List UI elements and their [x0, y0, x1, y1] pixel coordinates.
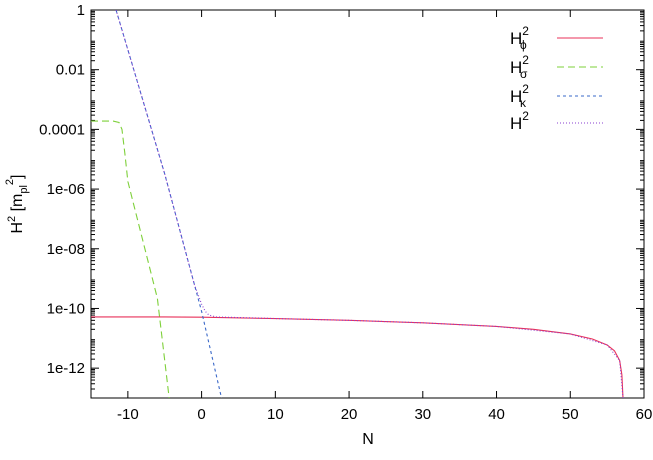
y-axis: 1 0.01 0.0001 1e-06 1e-08 1e-10 1e-12 — [39, 2, 644, 390]
series-layer — [91, 10, 624, 398]
x-tick-label: 10 — [267, 406, 284, 423]
x-tick-label: 0 — [197, 406, 205, 423]
y-tick-label: 1 — [77, 2, 85, 19]
y-tick-label: 1e-12 — [47, 360, 85, 377]
x-tick-label: 60 — [636, 406, 653, 423]
y-axis-label-base: H — [9, 222, 26, 234]
y-axis-label-unit-exp: 2 — [4, 179, 16, 185]
y-tick-label: 1e-10 — [47, 300, 85, 317]
y-axis-label: H2 [mpl2] — [4, 174, 30, 233]
legend-label-h2-sigma: H2 σ — [510, 53, 529, 81]
series-line-h2-kappa — [115, 10, 223, 398]
x-tick-label: 20 — [341, 406, 358, 423]
y-axis-label-unit-sub: pl — [18, 185, 30, 194]
y-tick-label: 1e-08 — [47, 241, 85, 258]
y-tick-label: 1e-06 — [47, 181, 85, 198]
y-tick-label: 0.0001 — [39, 121, 85, 138]
legend-label-h2-phi: H2 ϕ — [510, 24, 529, 52]
legend-label-h2: H2 — [510, 109, 529, 133]
y-tick-label: 0.01 — [56, 62, 85, 79]
series-line-h2 — [115, 10, 624, 398]
series-line-h2-sigma — [91, 120, 170, 398]
x-tick-label: 50 — [562, 406, 579, 423]
y-axis-label-unit-close: ] — [9, 174, 26, 178]
y-axis-label-exp: 2 — [6, 216, 18, 222]
x-tick-label: -10 — [117, 406, 139, 423]
x-axis-label: N — [362, 431, 374, 448]
x-tick-label: 40 — [488, 406, 505, 423]
x-tick-label: 30 — [414, 406, 431, 423]
series-line-h2-phi — [91, 316, 624, 398]
legend: H2 ϕH2 σH2 κH2 — [510, 24, 603, 133]
y-axis-label-unit-open: [m — [9, 194, 26, 216]
x-axis: -10 0 10 20 30 40 50 60 — [117, 10, 652, 423]
legend-label-h2-kappa: H2 κ — [510, 82, 529, 110]
plot-frame — [90, 9, 645, 399]
